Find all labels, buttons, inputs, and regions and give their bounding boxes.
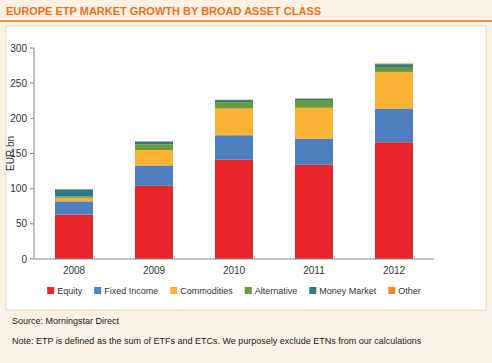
bar-segment: [295, 101, 333, 108]
bar-segment: [215, 99, 253, 100]
y-tick: [30, 118, 34, 119]
bar-segment: [295, 98, 333, 99]
x-tick-label: 2012: [383, 265, 406, 276]
bar-segment: [295, 108, 333, 139]
y-tick-label: 300: [10, 43, 27, 54]
legend-swatch: [245, 287, 252, 294]
y-tick: [30, 223, 34, 224]
legend-label: Alternative: [255, 286, 298, 296]
title: EUROPE ETP MARKET GROWTH BY BROAD ASSET …: [6, 5, 321, 17]
bar-segment: [215, 160, 253, 259]
bar-segment: [375, 64, 413, 67]
bar-segment: [375, 63, 413, 65]
bar-segment: [375, 67, 413, 72]
legend-label: Other: [398, 286, 421, 296]
bar-segment: [215, 102, 253, 108]
bar-segment: [55, 201, 93, 214]
bar-segment: [55, 189, 93, 190]
legend-label: Money Market: [319, 286, 377, 296]
y-tick: [30, 83, 34, 84]
y-axis: [34, 48, 35, 259]
bar-segment: [135, 141, 173, 142]
bar-segment: [55, 189, 93, 196]
legend-label: Fixed Income: [104, 286, 158, 296]
y-tick-label: 50: [16, 218, 28, 229]
legend-swatch: [47, 287, 54, 294]
annotation: Source: Morningstar Direct: [12, 316, 120, 326]
y-tick-label: 150: [10, 148, 27, 159]
y-tick-label: 250: [10, 78, 27, 89]
bar-segment: [55, 198, 93, 202]
x-tick-label: 2011: [303, 265, 325, 276]
y-tick: [30, 259, 34, 260]
bar-segment: [215, 108, 253, 135]
legend-label: Equity: [57, 286, 83, 296]
chart: EUROPE ETP MARKET GROWTH BY BROAD ASSET …: [0, 0, 492, 363]
y-tick-label: 100: [10, 183, 27, 194]
y-tick-label: 200: [10, 113, 27, 124]
x-tick-label: 2010: [223, 265, 246, 276]
legend-swatch: [309, 287, 316, 294]
legend: Equity Fixed Income Commodities Alternative…: [47, 286, 421, 296]
x-tick-label: 2008: [63, 265, 86, 276]
legend-swatch: [388, 287, 395, 294]
bar-segment: [135, 165, 173, 185]
x-tick-label: 2009: [143, 265, 166, 276]
annotation: Note: ETP is defined as the sum of ETFs …: [12, 336, 422, 346]
bar-segment: [375, 108, 413, 142]
bar-segment: [375, 142, 413, 259]
bar-segment: [55, 196, 93, 197]
y-tick-label: 0: [21, 254, 27, 265]
bar-segment: [135, 186, 173, 259]
y-tick: [30, 48, 34, 49]
chart-panel: [6, 26, 486, 310]
bar-segment: [135, 150, 173, 165]
bar-segment: [295, 165, 333, 259]
bar-segment: [295, 99, 333, 101]
bar-segment: [135, 144, 173, 150]
x-axis: [34, 259, 434, 260]
y-tick: [30, 153, 34, 154]
bar-segment: [135, 142, 173, 145]
bar-segment: [215, 100, 253, 102]
bar-segment: [215, 135, 253, 160]
background: [0, 0, 492, 363]
bar-segment: [375, 72, 413, 109]
legend-swatch: [94, 287, 101, 294]
bar-segment: [295, 139, 333, 165]
bar-segment: [55, 215, 93, 259]
title-rule: [0, 20, 492, 22]
y-tick: [30, 188, 34, 189]
legend-swatch: [170, 287, 177, 294]
legend-label: Commodities: [180, 286, 233, 296]
bars: [55, 63, 413, 259]
